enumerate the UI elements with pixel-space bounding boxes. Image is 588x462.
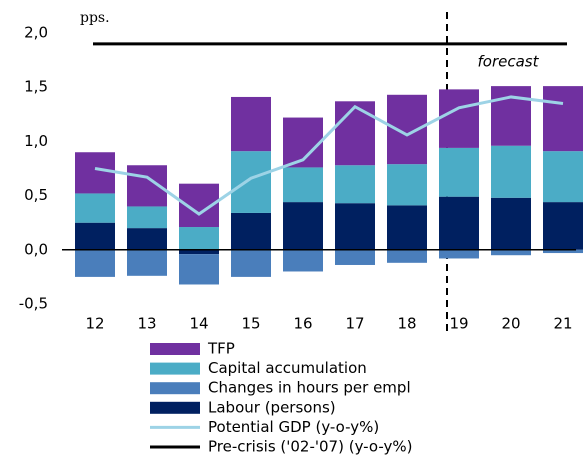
- bar: [439, 249, 479, 259]
- bar: [439, 196, 479, 250]
- legend-swatch: [150, 343, 200, 355]
- bar: [387, 164, 427, 206]
- y-tick-label: 2,0: [24, 24, 48, 42]
- bar: [231, 151, 271, 213]
- bar: [75, 222, 115, 250]
- legend-swatch: [150, 382, 200, 395]
- y-tick-label: -0,5: [19, 295, 48, 313]
- bar: [75, 193, 115, 223]
- legend-swatch: [150, 362, 200, 375]
- legend-swatch: [150, 401, 200, 414]
- bar: [75, 152, 115, 194]
- bar: [75, 249, 115, 277]
- x-tick-label: 20: [501, 315, 520, 333]
- bar: [283, 249, 323, 272]
- bar: [543, 86, 583, 152]
- x-tick-label: 16: [293, 315, 312, 333]
- bar: [179, 249, 219, 255]
- bar: [335, 101, 375, 166]
- legend-label: Potential GDP (y-o-y%): [208, 418, 379, 436]
- annotation: forecast: [478, 53, 540, 71]
- x-tick-label: 18: [397, 315, 416, 333]
- bar: [543, 249, 583, 254]
- legend-label: Pre-crisis ('02-'07) (y-o-y%): [208, 438, 412, 456]
- x-tick-label: 14: [189, 315, 208, 333]
- x-tick-label: 15: [241, 315, 260, 333]
- bar: [543, 202, 583, 250]
- bar: [491, 145, 531, 198]
- legend-label: Changes in hours per empl: [208, 379, 411, 397]
- bar: [127, 206, 167, 229]
- bar: [283, 167, 323, 203]
- y-tick-label: 1,5: [24, 78, 48, 96]
- bar: [491, 197, 531, 250]
- legend-label: Labour (persons): [208, 398, 336, 416]
- bar: [335, 249, 375, 265]
- bar: [387, 94, 427, 165]
- bar: [283, 202, 323, 250]
- x-tick-label: 17: [345, 315, 364, 333]
- bar: [439, 147, 479, 197]
- bar: [231, 249, 271, 277]
- legend-label: TFP: [207, 340, 235, 358]
- bar: [387, 205, 427, 250]
- x-tick-label: 12: [85, 315, 104, 333]
- bar: [439, 89, 479, 148]
- y-axis-label: pps.: [80, 10, 110, 26]
- bar: [335, 165, 375, 204]
- bar: [179, 254, 219, 285]
- bar: [335, 203, 375, 250]
- bar: [543, 151, 583, 203]
- y-tick-label: 1,0: [24, 132, 48, 150]
- bar: [179, 227, 219, 250]
- x-tick-label: 13: [137, 315, 156, 333]
- line: [94, 95, 564, 216]
- bar: [127, 249, 167, 276]
- legend-label: Capital accumulation: [208, 359, 367, 377]
- bar: [127, 228, 167, 250]
- y-tick-label: 0,0: [24, 240, 48, 258]
- bar: [387, 249, 427, 263]
- x-tick-label: 19: [449, 315, 468, 333]
- y-tick-label: 0,5: [24, 186, 48, 204]
- x-tick-label: 21: [553, 315, 572, 333]
- bar: [491, 86, 531, 146]
- bar: [231, 212, 271, 250]
- bar: [231, 96, 271, 152]
- bar: [491, 249, 531, 256]
